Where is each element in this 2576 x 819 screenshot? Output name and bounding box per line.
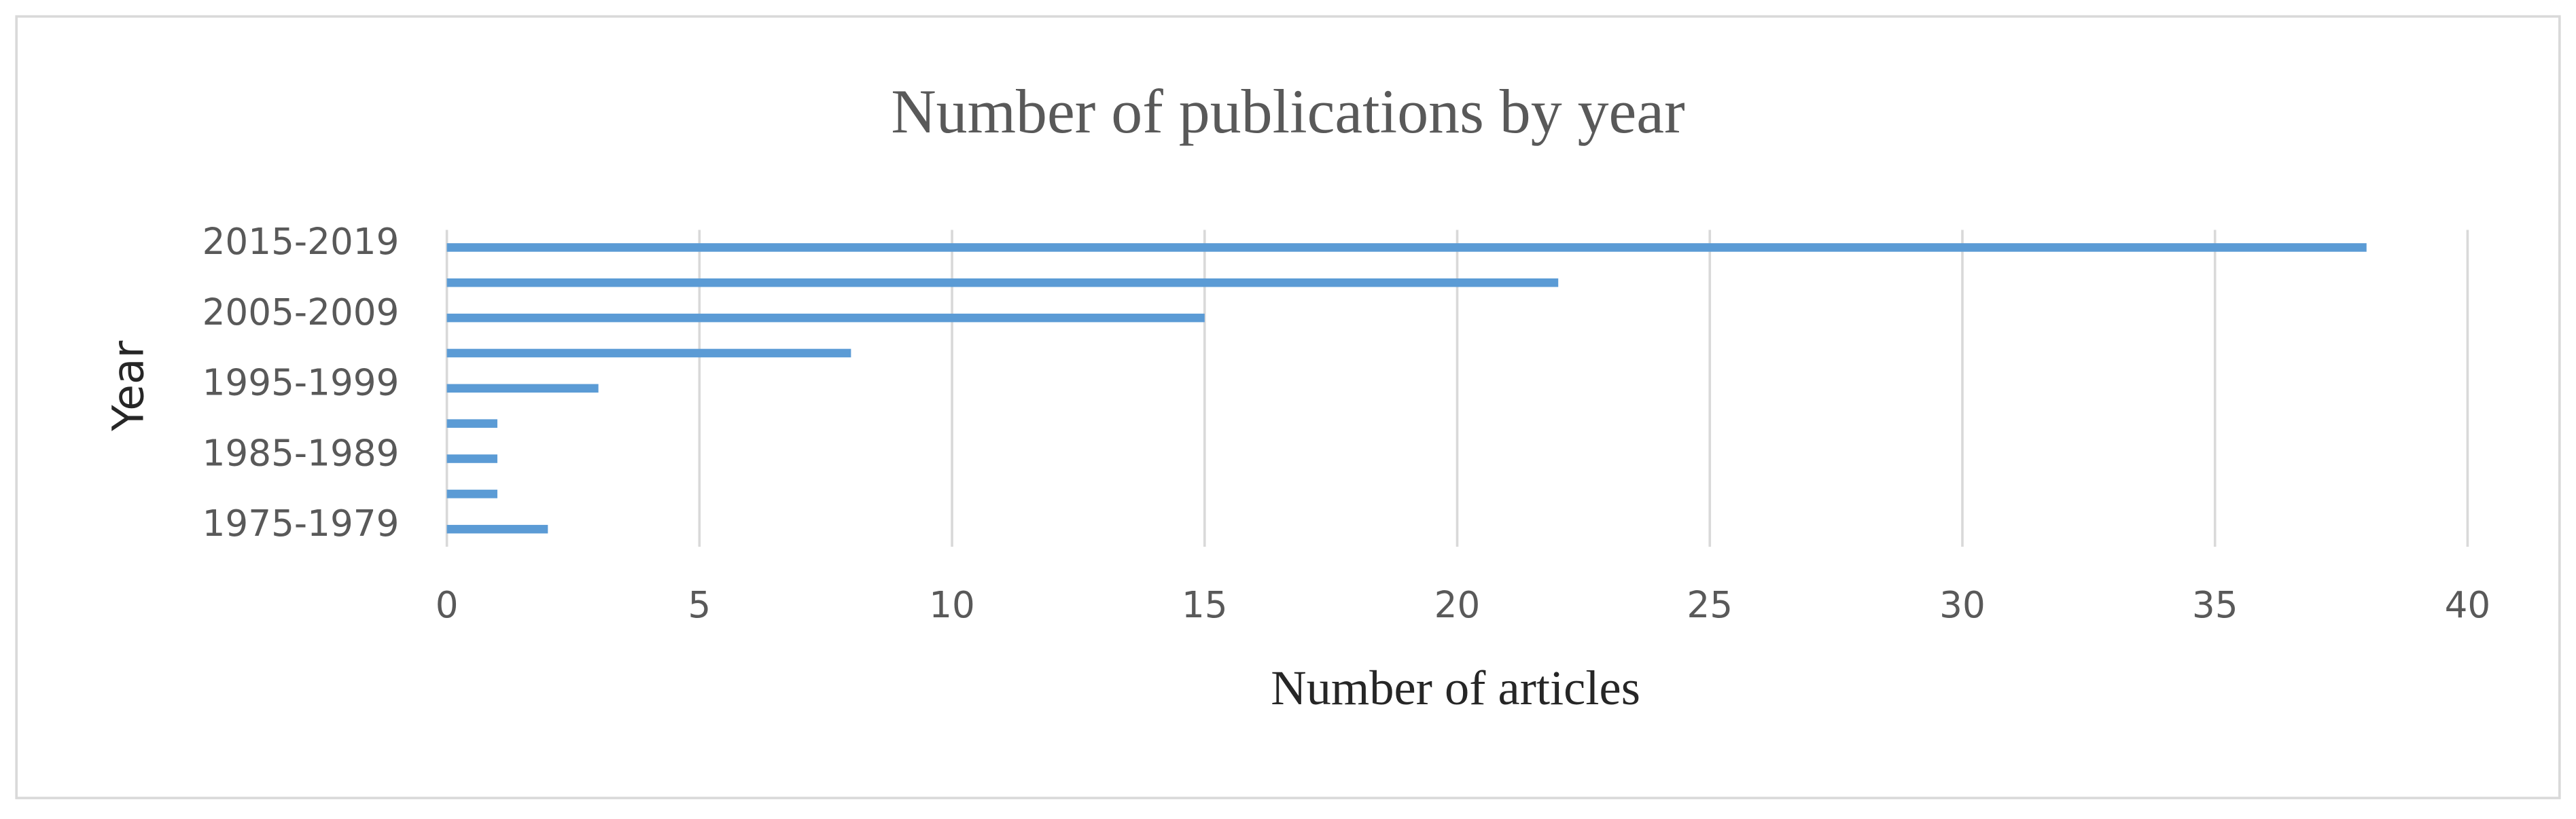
y-tick-label: 1975-1979	[202, 503, 400, 545]
chart-title: Number of publications by year	[891, 77, 1684, 146]
x-tick-label: 25	[1687, 584, 1733, 626]
bar	[446, 243, 2367, 252]
bar	[446, 384, 599, 393]
bar	[446, 348, 851, 358]
y-tick-label: 1985-1989	[202, 432, 400, 474]
y-tick-label: 2005-2009	[202, 291, 400, 333]
y-tick-label: 1995-1999	[202, 362, 400, 404]
x-tick-label: 5	[688, 584, 711, 626]
x-axis-label: Number of articles	[1271, 660, 1640, 715]
x-tick-label: 10	[929, 584, 975, 626]
bar	[446, 490, 497, 498]
bar	[446, 454, 497, 463]
bar	[446, 419, 497, 428]
chart-border	[15, 15, 2561, 799]
x-tick-label: 40	[2445, 584, 2491, 626]
y-axis-label: Year	[103, 340, 153, 431]
bar	[446, 278, 1559, 287]
x-tick-label: 20	[1434, 584, 1481, 626]
x-tick-label: 0	[436, 584, 459, 626]
bar	[446, 524, 548, 534]
x-tick-label: 30	[1939, 584, 1986, 626]
y-tick-label: 2015-2019	[202, 221, 400, 263]
x-tick-label: 15	[1182, 584, 1228, 626]
x-tick-label: 35	[2192, 584, 2238, 626]
bar	[446, 313, 1205, 323]
